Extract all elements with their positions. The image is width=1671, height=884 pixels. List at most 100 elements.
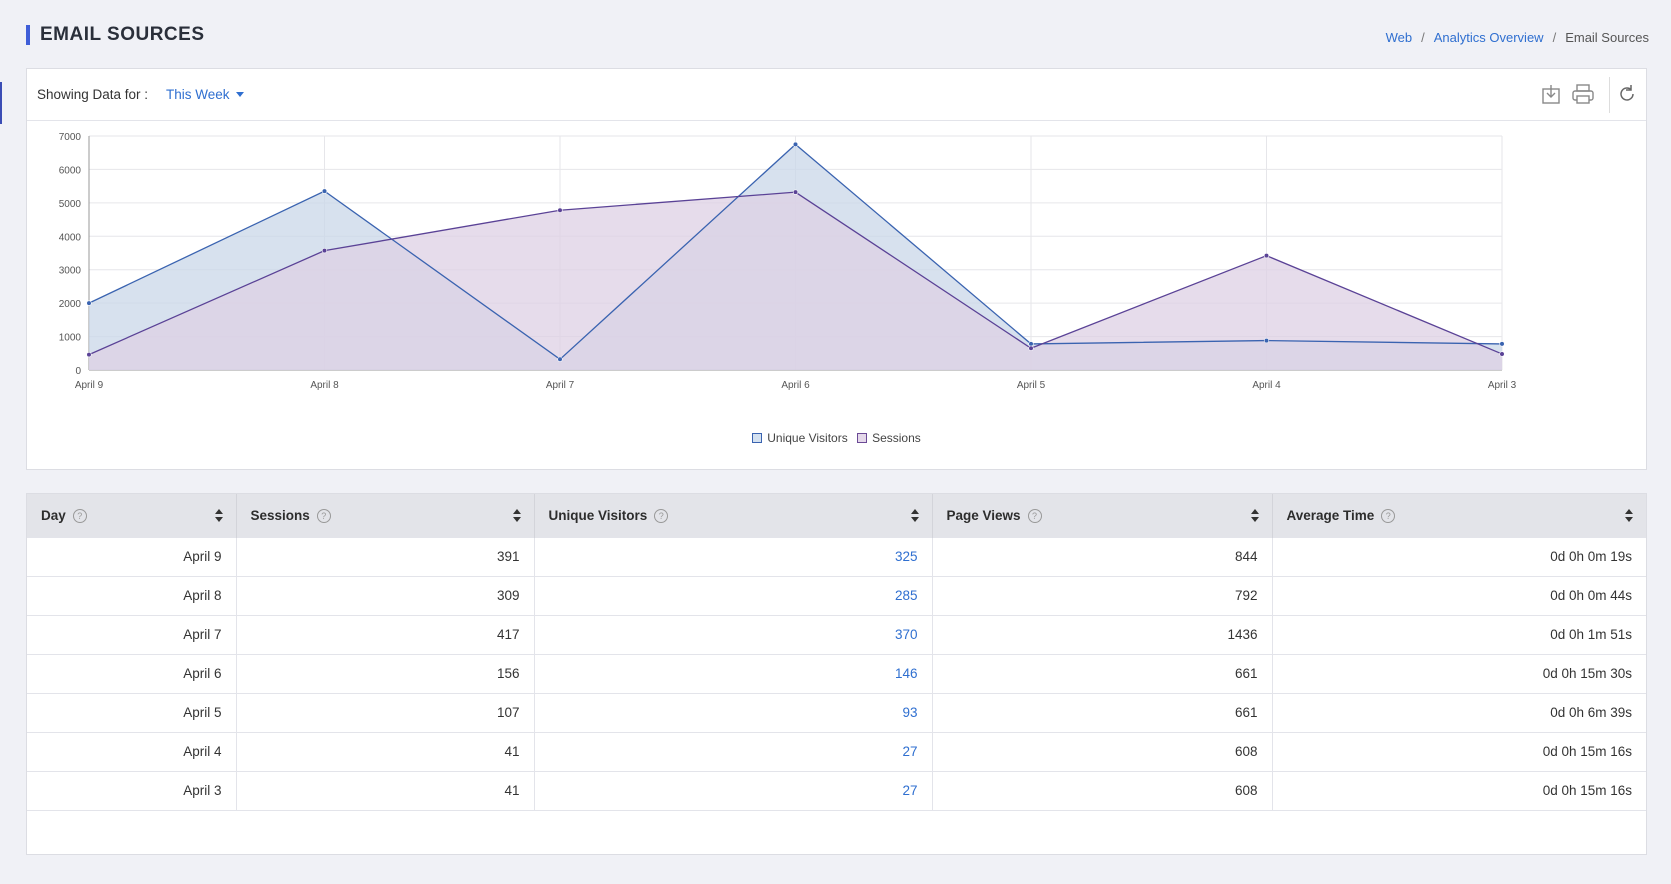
x-tick-label: April 4	[1252, 380, 1281, 391]
table-cell-page-views: 661	[932, 653, 1273, 693]
table-row: April 8 309 285 792 0d 0h 0m 44s	[27, 575, 1646, 615]
legend-unique-visitors[interactable]: Unique Visitors	[752, 431, 848, 445]
table-cell-unique-visitors[interactable]: 93	[534, 692, 933, 732]
table-cell-sessions: 41	[236, 731, 535, 771]
y-tick-label: 2000	[59, 299, 82, 310]
table-cell-day: April 7	[27, 614, 237, 654]
page-header: EMAIL SOURCES Web / Analytics Overview / Ema…	[26, 22, 1649, 48]
help-icon[interactable]: ?	[316, 508, 331, 523]
table-cell-unique-visitors[interactable]: 27	[534, 770, 933, 811]
data-point-unique-visitors	[86, 300, 92, 306]
table-cell-average-time: 0d 0h 15m 30s	[1272, 653, 1646, 693]
table-cell-unique-visitors[interactable]: 285	[534, 575, 933, 615]
data-table-panel: Day? Sessions? Unique Visitors? Page Views?…	[26, 493, 1647, 855]
data-point-sessions	[1499, 351, 1505, 357]
table-cell-sessions: 156	[236, 653, 535, 693]
area-chart: 0 1000 2000 3000 4000 5000 6000 7000 April 9 Apri…	[59, 132, 1517, 391]
table-row: April 3 41 27 608 0d 0h 15m 16s	[27, 770, 1646, 811]
legend-label-unique-visitors: Unique Visitors	[767, 431, 848, 445]
legend-label-sessions: Sessions	[872, 431, 921, 445]
table-cell-average-time: 0d 0h 0m 19s	[1272, 536, 1646, 576]
table-cell-sessions: 107	[236, 692, 535, 732]
data-point-unique-visitors	[321, 188, 328, 194]
download-icon[interactable]	[1538, 81, 1564, 107]
table-cell-unique-visitors[interactable]: 370	[534, 614, 933, 654]
column-header-label: Sessions	[250, 507, 310, 523]
sort-icon[interactable]	[214, 509, 223, 522]
data-point-sessions	[1028, 345, 1034, 351]
column-header-label: Day	[41, 507, 66, 523]
x-tick-label: April 9	[75, 380, 104, 391]
breadcrumb-separator: /	[1552, 30, 1557, 45]
table-cell-day: April 3	[27, 770, 237, 811]
table-cell-page-views: 844	[932, 536, 1273, 576]
print-icon[interactable]	[1570, 81, 1596, 107]
legend-sessions[interactable]: Sessions	[857, 431, 921, 445]
column-header-average-time[interactable]: Average Time?	[1272, 494, 1646, 537]
table-row: April 4 41 27 608 0d 0h 15m 16s	[27, 731, 1646, 771]
help-icon[interactable]: ?	[1027, 508, 1042, 523]
breadcrumb-web[interactable]: Web	[1385, 30, 1413, 45]
data-point-unique-visitors	[792, 141, 799, 147]
table-cell-unique-visitors[interactable]: 146	[534, 653, 933, 693]
sort-icon[interactable]	[1250, 509, 1259, 522]
y-tick-label: 6000	[59, 165, 82, 176]
data-point-sessions	[1263, 253, 1270, 259]
y-tick-label: 7000	[59, 132, 82, 143]
date-range-dropdown[interactable]: This Week	[166, 87, 244, 102]
help-icon[interactable]: ?	[1381, 508, 1396, 523]
table-row: April 5 107 93 661 0d 0h 6m 39s	[27, 692, 1646, 732]
data-table: Day? Sessions? Unique Visitors? Page Views?…	[27, 494, 1646, 811]
table-cell-average-time: 0d 0h 6m 39s	[1272, 692, 1646, 732]
table-cell-page-views: 608	[932, 731, 1273, 771]
column-header-sessions[interactable]: Sessions?	[236, 494, 535, 537]
sort-icon[interactable]	[512, 509, 521, 522]
breadcrumb-current: Email Sources	[1565, 30, 1649, 45]
chart-panel: Showing Data for : This Week 0 1000 2000 30…	[26, 68, 1647, 470]
table-cell-unique-visitors[interactable]: 325	[534, 536, 933, 576]
data-point-sessions	[321, 248, 328, 254]
data-point-unique-visitors	[1499, 341, 1505, 347]
breadcrumb-analytics-overview[interactable]: Analytics Overview	[1433, 30, 1544, 45]
help-icon[interactable]: ?	[72, 508, 87, 523]
column-header-label: Average Time	[1286, 507, 1375, 523]
sort-icon[interactable]	[1625, 509, 1633, 522]
sort-icon[interactable]	[910, 509, 919, 522]
breadcrumb-separator: /	[1421, 30, 1425, 45]
column-header-day[interactable]: Day?	[27, 494, 237, 537]
table-row: April 6 156 146 661 0d 0h 15m 30s	[27, 653, 1646, 693]
y-tick-label: 0	[75, 366, 81, 377]
chart-legend: Unique Visitors Sessions	[27, 431, 1646, 445]
table-cell-page-views: 792	[932, 575, 1273, 615]
x-tick-label: April 7	[546, 380, 575, 391]
title-accent-bar	[26, 25, 30, 45]
table-row: April 9 391 325 844 0d 0h 0m 19s	[27, 536, 1646, 576]
table-cell-sessions: 417	[236, 614, 535, 654]
column-header-unique-visitors[interactable]: Unique Visitors?	[534, 494, 933, 537]
series-area-sessions	[89, 192, 1502, 370]
refresh-icon[interactable]	[1614, 81, 1640, 107]
table-cell-average-time: 0d 0h 15m 16s	[1272, 770, 1646, 811]
table-cell-page-views: 1436	[932, 614, 1273, 654]
table-cell-day: April 8	[27, 575, 237, 615]
data-point-sessions	[557, 207, 563, 213]
table-cell-sessions: 391	[236, 536, 535, 576]
help-icon[interactable]: ?	[654, 508, 669, 523]
y-tick-label: 1000	[59, 333, 82, 344]
page-title: EMAIL SOURCES	[40, 24, 205, 45]
legend-swatch-sessions	[857, 433, 868, 443]
data-point-unique-visitors	[557, 356, 563, 362]
showing-data-label: Showing Data for :	[37, 87, 149, 102]
table-cell-sessions: 309	[236, 575, 535, 615]
table-cell-page-views: 608	[932, 770, 1273, 811]
x-tick-label: April 3	[1488, 380, 1517, 391]
y-tick-label: 5000	[59, 199, 82, 210]
column-header-label: Page Views	[946, 507, 1021, 523]
table-cell-unique-visitors[interactable]: 27	[534, 731, 933, 771]
x-tick-label: April 6	[781, 380, 810, 391]
table-cell-day: April 4	[27, 731, 237, 771]
y-tick-label: 3000	[59, 266, 82, 277]
column-header-page-views[interactable]: Page Views?	[932, 494, 1273, 537]
sidebar-active-marker	[0, 82, 2, 124]
table-cell-average-time: 0d 0h 1m 51s	[1272, 614, 1646, 654]
